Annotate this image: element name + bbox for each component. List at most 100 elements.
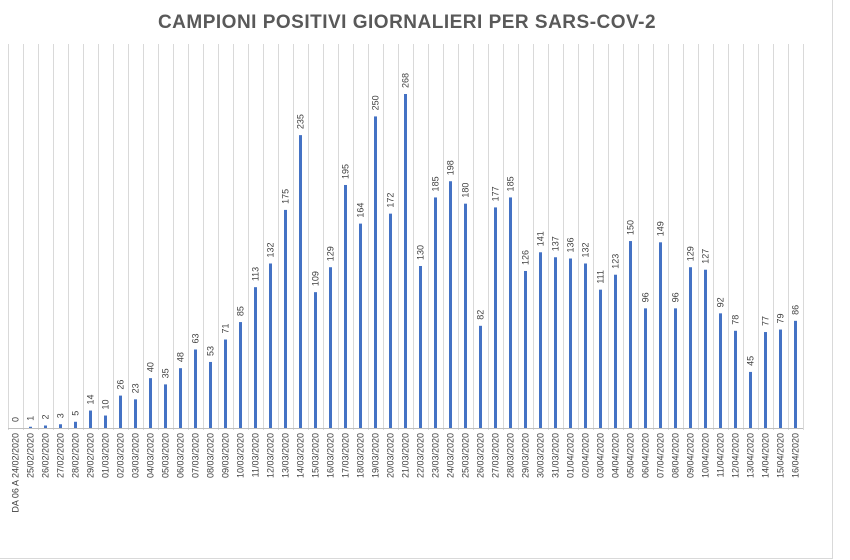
x-tick-label: 28/02/2020: [71, 433, 81, 478]
bar: [659, 242, 662, 428]
bar: [209, 361, 212, 428]
x-tick-label: 27/03/2020: [491, 433, 501, 478]
bar: [59, 424, 62, 428]
bar: [434, 197, 437, 428]
chart-title: CAMPIONI POSITIVI GIORNALIERI PER SARS-C…: [157, 12, 657, 33]
bar: [509, 197, 512, 428]
x-tick-label: 06/04/2020: [641, 433, 651, 478]
x-tick-label: 16/03/2020: [326, 433, 336, 478]
x-tick-label: DA 06 A 24/02/2020: [11, 433, 21, 513]
x-tick-label: 05/03/2020: [161, 433, 171, 478]
bar: [464, 203, 467, 428]
data-label: 96: [671, 292, 681, 302]
data-label: 268: [401, 73, 411, 88]
x-tick-label: 19/03/2020: [371, 433, 381, 478]
data-label: 130: [416, 245, 426, 260]
x-tick-label: 28/03/2020: [506, 433, 516, 478]
x-tick-label: 26/02/2020: [41, 433, 51, 478]
x-tick-label: 02/03/2020: [116, 433, 126, 478]
bar: [674, 308, 677, 428]
bar: [614, 274, 617, 428]
bar: [629, 241, 632, 428]
data-label: 141: [536, 231, 546, 246]
x-tick-label: 13/03/2020: [281, 433, 291, 478]
x-tick-label: 13/04/2020: [746, 433, 756, 478]
x-tick-label: 15/04/2020: [776, 433, 786, 478]
data-label: 82: [476, 310, 486, 320]
data-label: 53: [206, 346, 216, 356]
x-tick-label: 08/03/2020: [206, 433, 216, 478]
x-tick-label: 25/03/2020: [461, 433, 471, 478]
bar: [164, 384, 167, 428]
bar: [569, 258, 572, 428]
bar: [554, 257, 557, 428]
bar: [419, 265, 422, 428]
x-tick-label: 14/03/2020: [296, 433, 306, 478]
x-tick-label: 23/03/2020: [431, 433, 441, 478]
x-tick-label: 12/03/2020: [266, 433, 276, 478]
bar: [524, 270, 527, 428]
bar: [74, 421, 77, 428]
x-tick-label: 22/03/2020: [416, 433, 426, 478]
data-label: 23: [131, 383, 141, 393]
x-tick-label: 20/03/2020: [386, 433, 396, 478]
data-label: 150: [626, 220, 636, 235]
bar: [734, 330, 737, 428]
x-tick-label: 24/03/2020: [446, 433, 456, 478]
data-label: 2: [41, 414, 51, 419]
data-label: 185: [431, 176, 441, 191]
x-tick-label: 03/04/2020: [596, 433, 606, 478]
bar: [599, 289, 602, 428]
bar: [44, 425, 47, 428]
x-tick-label: 10/03/2020: [236, 433, 246, 478]
x-tick-label: 29/02/2020: [86, 433, 96, 478]
data-label: 10: [101, 400, 111, 410]
data-label: 45: [746, 356, 756, 366]
chart-frame: [0, 0, 833, 559]
data-label: 35: [161, 368, 171, 378]
bar: [299, 135, 302, 428]
bar: [374, 116, 377, 429]
data-label: 40: [146, 362, 156, 372]
x-tick-label: 10/04/2020: [701, 433, 711, 478]
bar: [134, 399, 137, 428]
data-label: 127: [701, 249, 711, 264]
data-label: 5: [71, 411, 81, 416]
x-tick-label: 06/03/2020: [176, 433, 186, 478]
x-tick-label: 01/04/2020: [566, 433, 576, 478]
x-tick-label: 02/04/2020: [581, 433, 591, 478]
x-tick-label: 17/03/2020: [341, 433, 351, 478]
bar: [89, 410, 92, 428]
data-label: 137: [551, 236, 561, 251]
x-tick-label: 26/03/2020: [476, 433, 486, 478]
data-label: 48: [176, 352, 186, 362]
data-label: 177: [491, 186, 501, 201]
bar: [254, 287, 257, 428]
data-label: 0: [11, 417, 21, 422]
data-label: 250: [371, 95, 381, 110]
data-label: 78: [731, 315, 741, 325]
data-label: 149: [656, 221, 666, 236]
bar: [644, 308, 647, 428]
bar: [269, 263, 272, 428]
bar: [794, 320, 797, 428]
data-label: 123: [611, 254, 621, 269]
data-label: 111: [596, 270, 606, 284]
data-label: 14: [86, 395, 96, 405]
bar: [239, 322, 242, 428]
data-label: 235: [296, 114, 306, 129]
x-tick-label: 21/03/2020: [401, 433, 411, 478]
data-label: 26: [116, 380, 126, 390]
data-label: 129: [686, 246, 696, 261]
x-tick-label: 11/04/2020: [716, 433, 726, 477]
data-label: 92: [716, 297, 726, 307]
x-tick-label: 29/03/2020: [521, 433, 531, 478]
data-label: 195: [341, 164, 351, 179]
data-label: 109: [311, 271, 321, 286]
bar: [329, 267, 332, 428]
data-label: 164: [356, 203, 366, 218]
data-label: 63: [191, 333, 201, 343]
bar: [539, 252, 542, 428]
data-label: 180: [461, 183, 471, 198]
